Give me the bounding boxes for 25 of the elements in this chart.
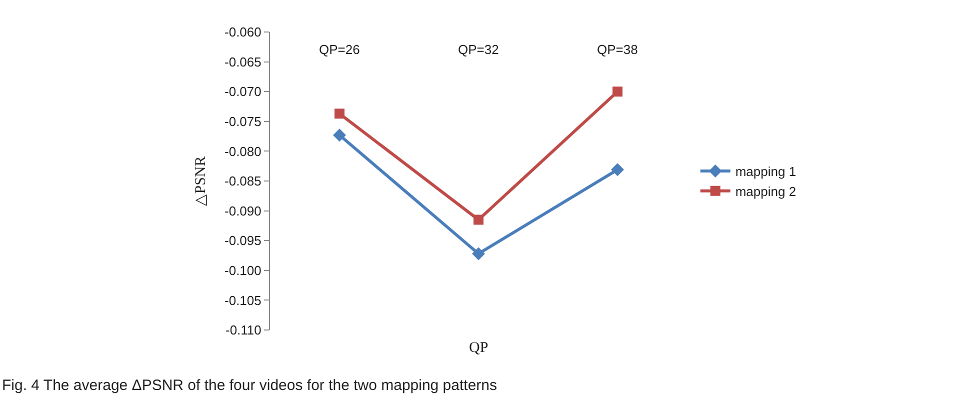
- point: [612, 86, 622, 97]
- point: [474, 214, 484, 225]
- x-tick-label: QP=26: [319, 42, 360, 57]
- x-tick-label: QP=38: [597, 42, 638, 57]
- y-tick-label: -0.065: [224, 54, 262, 70]
- point: [333, 128, 346, 142]
- y-tick-label: -0.080: [224, 144, 262, 159]
- y-tick-label: -0.110: [225, 322, 262, 338]
- y-tick-label: -0.100: [224, 262, 262, 278]
- x-axis-title: QP: [469, 340, 488, 356]
- y-tick-label: -0.070: [224, 84, 262, 100]
- y-axis-title: △PSNR: [192, 156, 209, 206]
- legend-label: mapping 2: [735, 184, 796, 199]
- y-tick-label: -0.105: [224, 292, 262, 308]
- y-tick-label: -0.075: [224, 114, 262, 129]
- point: [334, 108, 344, 119]
- x-tick-label: QP=32: [458, 42, 499, 57]
- y-tick-label: -0.090: [224, 203, 262, 218]
- caption: Fig. 4 The average ΔPSNR of the four videos for the two mapping patterns: [2, 377, 498, 394]
- y-tick-label: -0.060: [224, 24, 262, 40]
- legend-label: mapping 1: [735, 164, 796, 180]
- point: [472, 247, 485, 260]
- point: [611, 163, 624, 176]
- y-tick-label: -0.085: [224, 174, 262, 189]
- y-tick-label: -0.095: [224, 233, 262, 248]
